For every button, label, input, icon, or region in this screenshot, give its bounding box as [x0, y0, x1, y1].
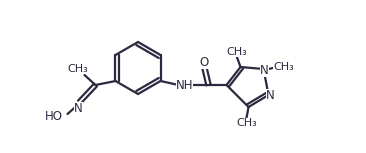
Text: NH: NH — [176, 78, 193, 91]
Text: CH₃: CH₃ — [273, 62, 294, 72]
Text: CH₃: CH₃ — [67, 64, 88, 74]
Text: CH₃: CH₃ — [226, 47, 247, 57]
Text: N: N — [266, 88, 275, 101]
Text: N: N — [74, 101, 83, 114]
Text: N: N — [260, 63, 269, 76]
Text: HO: HO — [45, 110, 63, 123]
Text: CH₃: CH₃ — [236, 118, 257, 128]
Text: O: O — [199, 56, 208, 69]
